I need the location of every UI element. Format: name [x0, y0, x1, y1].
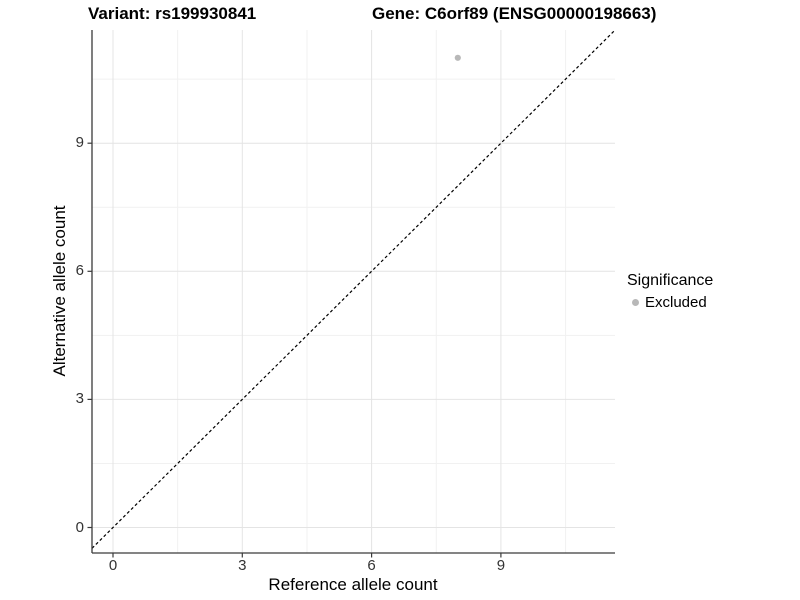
plot-title-gene: Gene: C6orf89 (ENSG00000198663) — [372, 4, 657, 23]
excluded-point-icon — [632, 299, 639, 306]
y-tick-label: 9 — [75, 134, 84, 152]
data-point — [454, 54, 461, 61]
x-tick-label: 6 — [367, 557, 376, 574]
legend-item-excluded: Excluded — [627, 294, 713, 311]
legend-item-label: Excluded — [645, 294, 707, 311]
identity-reference-line — [91, 29, 616, 549]
x-axis-label: Reference allele count — [268, 575, 438, 594]
x-tick-label: 9 — [496, 557, 506, 574]
y-axis-label: Alternative allele count — [50, 205, 69, 377]
y-tick-label: 6 — [75, 262, 84, 280]
x-tick-label: 3 — [238, 557, 247, 574]
legend-title: Significance — [627, 272, 714, 289]
plot-title-variant: Variant: rs199930841 — [88, 4, 257, 23]
x-tick-label: 0 — [108, 557, 118, 574]
y-tick-label: 3 — [75, 390, 84, 408]
y-tick-label: 0 — [75, 518, 84, 536]
legend: Significance Excluded — [627, 272, 713, 311]
